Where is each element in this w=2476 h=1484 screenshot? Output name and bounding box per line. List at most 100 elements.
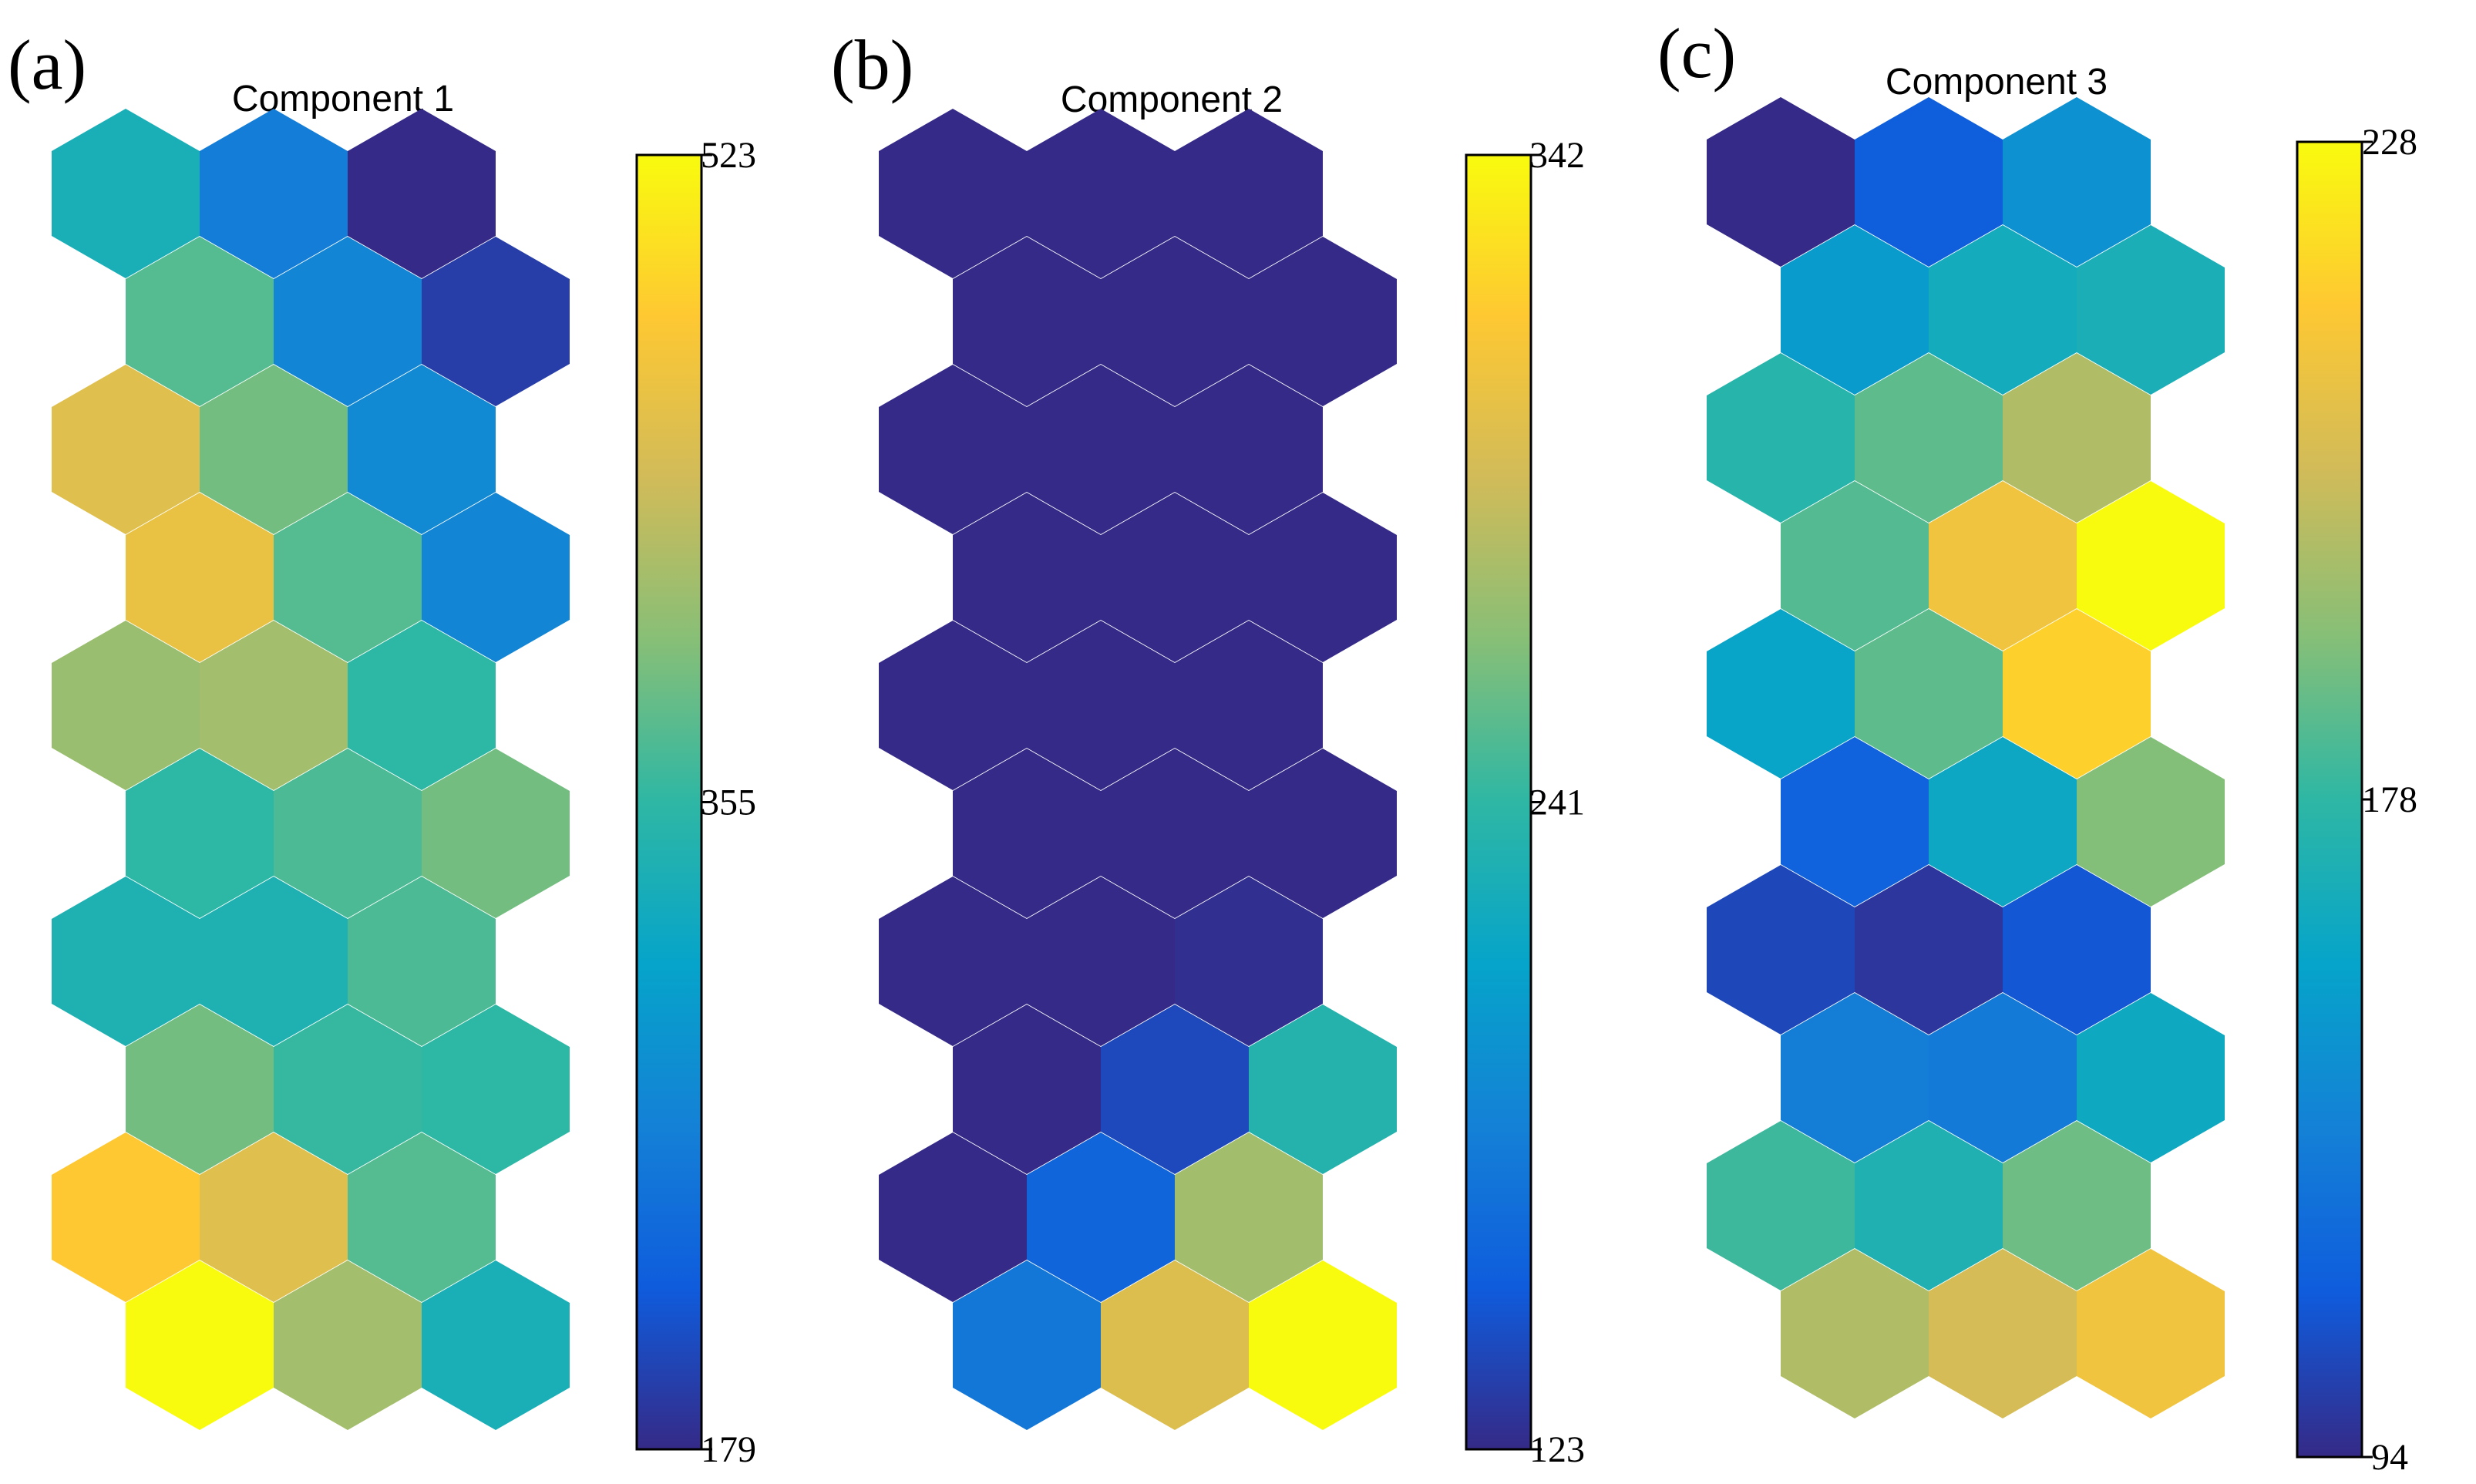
hex-cell: [879, 365, 1027, 534]
hex-cell: [1781, 481, 1929, 651]
hex-cell: [126, 1260, 274, 1430]
hex-cell: [1855, 609, 2003, 779]
hex-cell: [422, 493, 570, 662]
colorbar-tick-label: 523: [701, 135, 756, 176]
hex-cell: [879, 877, 1027, 1046]
colorbar-tick-label: 355: [701, 782, 756, 823]
hex-cell: [1929, 225, 2077, 395]
colorbar-tick-label: 342: [1529, 135, 1585, 176]
hex-cell: [2077, 1249, 2225, 1418]
panel-label: (c): [1657, 14, 1736, 93]
hex-cell: [2077, 225, 2225, 395]
hex-cell: [1707, 609, 1855, 779]
hex-cell: [2003, 353, 2151, 523]
hex-cell: [1101, 493, 1249, 662]
hex-cell: [126, 493, 274, 662]
hex-cell: [2003, 609, 2151, 779]
hex-cell: [1175, 621, 1323, 790]
hex-cell: [348, 365, 496, 534]
hex-grid: [879, 109, 1397, 1430]
hex-cell: [126, 237, 274, 406]
colorbar-gradient: [637, 155, 701, 1449]
hex-cell: [274, 237, 422, 406]
colorbar-tick-label: 241: [1529, 782, 1585, 823]
hex-cell: [1249, 493, 1397, 662]
hex-cell: [126, 1004, 274, 1174]
hex-cell: [879, 109, 1027, 278]
colorbar-tick-label: 228: [2362, 122, 2417, 163]
hex-cell: [52, 109, 200, 278]
hex-cell: [1707, 97, 1855, 267]
hex-cell: [1855, 865, 2003, 1035]
hex-cell: [2077, 737, 2225, 907]
hex-cell: [200, 365, 348, 534]
colorbar: 123 241 342: [1465, 135, 1585, 1470]
hex-cell: [879, 1132, 1027, 1302]
hex-cell: [1101, 237, 1249, 406]
hex-cell: [52, 877, 200, 1046]
hex-cell: [422, 1004, 570, 1174]
colorbar-tick-label: 179: [701, 1429, 756, 1470]
hex-cell: [1781, 737, 1929, 907]
colorbar-tick-label: 123: [1529, 1429, 1585, 1470]
hex-cell: [1027, 365, 1175, 534]
hex-cell: [1929, 481, 2077, 651]
panel-label: (a): [8, 25, 86, 104]
hex-cell: [274, 749, 422, 918]
hex-cell: [348, 1132, 496, 1302]
hex-cell: [1101, 1260, 1249, 1430]
panel-title: Component 3: [1886, 62, 2108, 103]
hex-cell: [953, 749, 1101, 918]
hex-cell: [1175, 109, 1323, 278]
hex-cell: [2077, 993, 2225, 1163]
hex-cell: [1027, 621, 1175, 790]
hex-cell: [200, 1132, 348, 1302]
hex-cell: [1101, 749, 1249, 918]
hex-cell: [200, 877, 348, 1046]
hex-cell: [953, 1260, 1101, 1430]
hex-cell: [348, 109, 496, 278]
hex-grid: [52, 109, 570, 1430]
hex-cell: [1027, 109, 1175, 278]
hex-cell: [274, 493, 422, 662]
hex-cell: [1781, 1249, 1929, 1418]
hex-cell: [1929, 993, 2077, 1163]
hex-cell: [1249, 1004, 1397, 1174]
hex-cell: [52, 621, 200, 790]
hex-cell: [422, 749, 570, 918]
panel-c: (c) Component 3 94 178 228: [1657, 14, 2417, 1478]
hex-cell: [1929, 1249, 2077, 1418]
hex-grid: [1707, 97, 2225, 1418]
hex-cell: [1855, 97, 2003, 267]
hex-cell: [200, 621, 348, 790]
hex-cell: [953, 237, 1101, 406]
hex-cell: [1781, 993, 1929, 1163]
hex-cell: [274, 1260, 422, 1430]
hex-cell: [1855, 1121, 2003, 1291]
hex-cell: [2003, 1121, 2151, 1291]
hex-cell: [1707, 865, 1855, 1035]
hex-cell: [1707, 1121, 1855, 1291]
hex-cell: [52, 365, 200, 534]
hex-cell: [1707, 353, 1855, 523]
hex-cell: [2077, 481, 2225, 651]
hex-cell: [2003, 865, 2151, 1035]
hex-cell: [1249, 749, 1397, 918]
hex-cell: [1249, 1260, 1397, 1430]
hex-cell: [1175, 1132, 1323, 1302]
hex-cell: [953, 1004, 1101, 1174]
colorbar-tick-label: 178: [2362, 779, 2417, 820]
hex-cell: [422, 1260, 570, 1430]
colorbar-tick-label: 94: [2371, 1437, 2408, 1478]
hex-cell: [1027, 1132, 1175, 1302]
hex-cell: [1175, 877, 1323, 1046]
hex-cell: [1101, 1004, 1249, 1174]
hex-cell: [1249, 237, 1397, 406]
hex-cell: [1781, 225, 1929, 395]
hex-cell: [52, 1132, 200, 1302]
colorbar: 94 178 228: [2296, 122, 2417, 1478]
colorbar-gradient: [1466, 155, 1531, 1449]
hex-cell: [879, 621, 1027, 790]
